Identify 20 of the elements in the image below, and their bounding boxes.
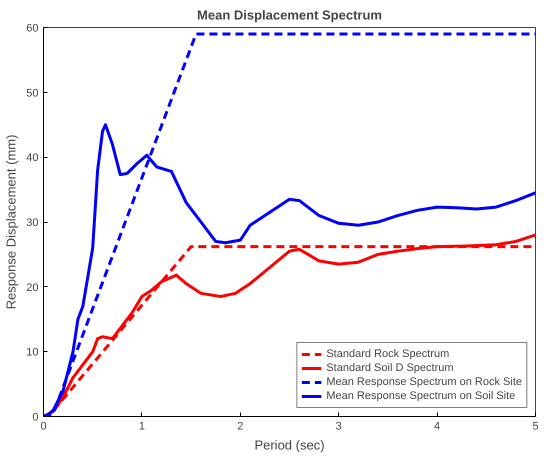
x-tick-label: 0 xyxy=(40,420,47,432)
y-tick-label: 20 xyxy=(26,282,39,294)
y-tick-label: 40 xyxy=(26,152,39,164)
legend-label: Standard Soil D Spectrum xyxy=(326,361,454,375)
legend-label: Mean Response Spectrum on Rock Site xyxy=(326,375,522,389)
y-tick-label: 30 xyxy=(26,217,39,229)
y-axis-title: Response Displacement (mm) xyxy=(3,134,18,310)
legend-label: Mean Response Spectrum on Soil Site xyxy=(326,389,516,403)
x-axis-title: Period (sec) xyxy=(254,438,325,452)
chart-title: Mean Displacement Spectrum xyxy=(197,8,382,22)
x-tick-label: 5 xyxy=(532,420,539,432)
y-tick-label: 10 xyxy=(26,346,39,359)
x-tick-label: 1 xyxy=(138,420,145,432)
x-tick-label: 3 xyxy=(336,420,342,432)
y-tick-label: 0 xyxy=(32,412,39,424)
x-tick-label: 4 xyxy=(434,420,440,432)
y-tick-label: 50 xyxy=(26,87,39,100)
legend-label: Standard Rock Spectrum xyxy=(326,347,450,361)
x-tick-label: 2 xyxy=(237,420,244,432)
y-tick-label: 60 xyxy=(26,22,39,34)
